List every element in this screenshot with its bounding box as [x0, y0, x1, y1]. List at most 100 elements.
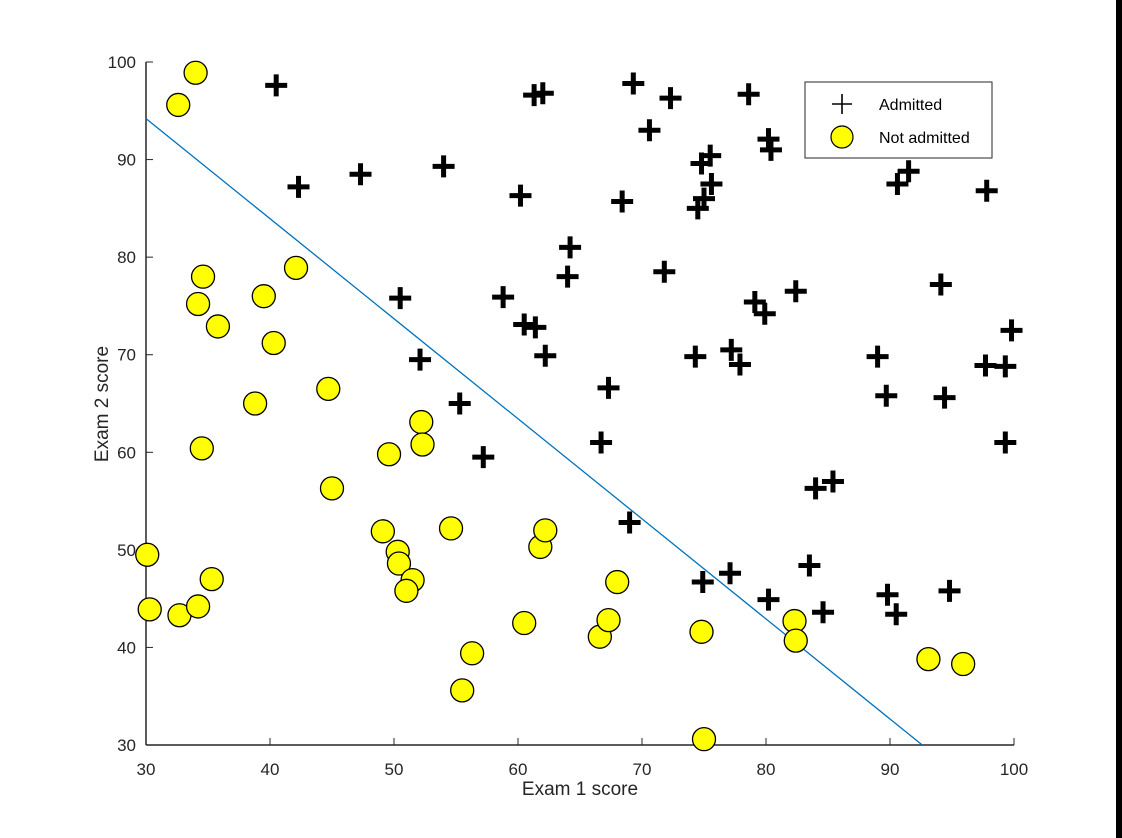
not-admitted-point [783, 628, 808, 653]
legend-plus-icon [832, 94, 852, 114]
admitted-point [728, 353, 751, 376]
admitted-point [513, 313, 536, 336]
y-tick-label: 90 [117, 151, 136, 170]
not-admitted-point [135, 542, 160, 567]
not-admitted-point [691, 726, 717, 752]
admitted-point [684, 345, 707, 368]
y-tick-label: 100 [108, 53, 136, 72]
admitted-point [737, 83, 760, 106]
legend-item-admitted: Admitted [832, 94, 942, 114]
x-tick-label: 40 [261, 760, 280, 779]
admitted-point [559, 236, 582, 259]
admitted-point [690, 152, 713, 175]
admitted-point [622, 72, 645, 95]
admitted-point [611, 190, 634, 213]
admitted-point [994, 431, 1017, 454]
y-axis-ticks: 30 40 50 60 70 80 90 100 [108, 53, 153, 755]
admitted-point [897, 160, 920, 183]
series-admitted [265, 72, 1023, 626]
admitted-point [875, 384, 898, 407]
admitted-point [509, 184, 532, 207]
admitted-point [720, 338, 743, 361]
not-admitted-point [316, 376, 341, 402]
admitted-point [804, 477, 827, 500]
x-tick-label: 60 [509, 760, 528, 779]
admitted-point [432, 155, 455, 178]
admitted-point [597, 376, 620, 399]
admitted-point [265, 74, 288, 97]
not-admitted-point [189, 436, 214, 461]
not-admitted-point [394, 578, 419, 603]
x-tick-label: 70 [633, 760, 652, 779]
not-admitted-point [137, 597, 162, 622]
admitted-point [590, 431, 613, 454]
not-admitted-point [450, 678, 475, 703]
x-tick-label: 80 [757, 760, 776, 779]
axes [145, 62, 1014, 746]
legend-circle-icon [830, 125, 854, 149]
admitted-point [759, 138, 782, 161]
admitted-point [524, 316, 547, 339]
admitted-point [287, 175, 310, 198]
not-admitted-point [183, 60, 208, 85]
x-tick-label: 90 [881, 760, 900, 779]
admitted-point [975, 179, 998, 202]
not-admitted-point [689, 619, 714, 644]
not-admitted-point [916, 646, 941, 672]
admitted-point [784, 280, 807, 303]
not-admitted-point [386, 551, 412, 576]
not-admitted-point [283, 255, 309, 281]
legend-item-not-admitted: Not admitted [830, 125, 970, 149]
not-admitted-point [596, 607, 621, 633]
legend: Admitted Not admitted [804, 81, 993, 159]
admitted-point [821, 470, 844, 493]
admitted-point [556, 265, 579, 288]
not-admitted-point [370, 519, 395, 544]
admitted-point [448, 392, 471, 415]
not-admitted-point [251, 284, 276, 309]
x-tick-label: 30 [137, 760, 156, 779]
admitted-point [389, 287, 412, 310]
not-admitted-point [185, 594, 211, 619]
admitted-point [938, 579, 961, 602]
admitted-point [929, 273, 952, 296]
y-tick-label: 80 [117, 248, 136, 267]
window-edge [1116, 0, 1122, 838]
not-admitted-point [319, 476, 345, 501]
y-tick-label: 50 [117, 541, 136, 560]
y-tick-label: 40 [117, 638, 136, 657]
not-admitted-point [951, 651, 976, 677]
x-tick-label: 50 [385, 760, 404, 779]
admitted-point [994, 355, 1017, 378]
admitted-point [534, 344, 557, 367]
not-admitted-point [190, 264, 216, 289]
admitted-point [531, 82, 554, 105]
not-admitted-point [205, 314, 231, 339]
series-not-admitted [135, 60, 976, 752]
admitted-point [638, 119, 661, 142]
admitted-point [472, 446, 495, 469]
admitted-point [659, 87, 682, 110]
admitted-point [618, 511, 641, 534]
not-admitted-point [605, 569, 630, 595]
not-admitted-point [410, 432, 435, 457]
admitted-point [409, 348, 432, 371]
admitted-point [753, 302, 776, 325]
x-tick-label: 100 [1000, 760, 1028, 779]
x-axis-title: Exam 1 score [522, 779, 638, 800]
not-admitted-point [512, 610, 537, 636]
not-admitted-point [185, 291, 211, 317]
admitted-point [653, 260, 676, 283]
legend-label-admitted: Admitted [879, 97, 942, 114]
not-admitted-point [459, 641, 485, 666]
not-admitted-point [533, 518, 558, 543]
not-admitted-point [261, 330, 286, 356]
admitted-point [1000, 319, 1023, 342]
admitted-point [757, 588, 780, 611]
y-axis-title: Exam 2 score [92, 346, 113, 462]
admitted-point [686, 197, 709, 220]
admitted-point [743, 291, 766, 314]
not-admitted-point [199, 566, 224, 592]
not-admitted-point [438, 516, 464, 541]
